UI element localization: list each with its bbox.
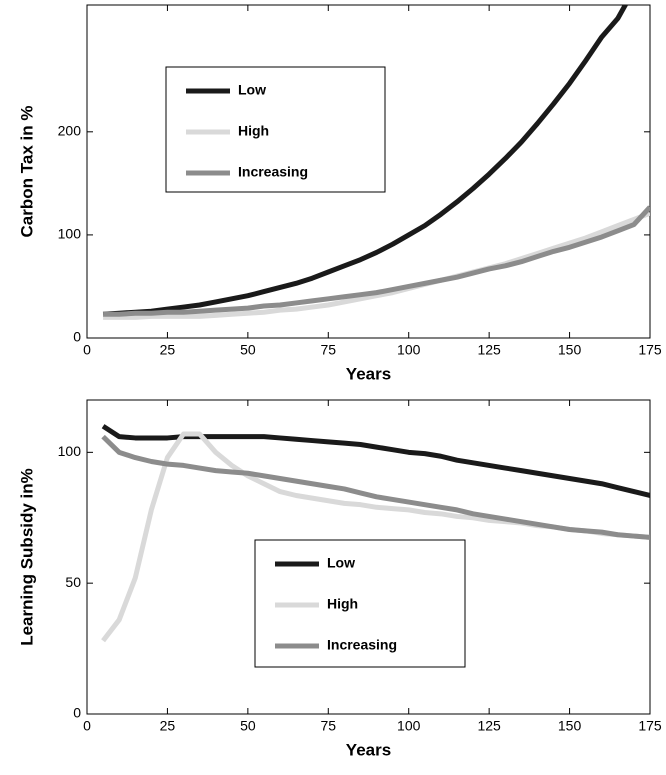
x-axis-label: Years (346, 364, 391, 383)
legend-label: High (327, 596, 358, 612)
y-tick-label: 100 (58, 443, 82, 459)
x-tick-label: 175 (638, 342, 662, 358)
y-axis-label: Learning Subsidy in% (17, 468, 36, 646)
x-tick-label: 175 (638, 718, 662, 734)
y-tick-label: 100 (58, 226, 82, 242)
plot-area (102, 5, 650, 320)
series-line (103, 210, 650, 320)
series-line (102, 5, 629, 317)
x-tick-label: 125 (477, 718, 501, 734)
legend-label: Low (238, 82, 266, 98)
x-tick-label: 150 (558, 718, 582, 734)
y-axis-label: Carbon Tax in % (17, 106, 36, 238)
x-tick-label: 75 (320, 342, 336, 358)
x-tick-label: 25 (160, 342, 176, 358)
x-tick-label: 50 (240, 718, 256, 734)
y-tick-label: 200 (58, 123, 82, 139)
legend-label: Low (327, 555, 355, 571)
plot-frame (86, 4, 651, 339)
plot-frame (86, 399, 651, 715)
x-tick-label: 125 (477, 342, 501, 358)
x-tick-label: 25 (160, 718, 176, 734)
legend-label: High (238, 123, 269, 139)
x-tick-label: 75 (320, 718, 336, 734)
x-tick-label: 100 (397, 342, 421, 358)
x-tick-label: 0 (83, 342, 91, 358)
plot-area (101, 424, 650, 643)
legend-label: Increasing (238, 164, 308, 180)
series-line (101, 424, 650, 498)
x-tick-label: 150 (558, 342, 582, 358)
series-line (101, 434, 650, 540)
x-axis-label: Years (346, 740, 391, 759)
x-tick-label: 0 (83, 718, 91, 734)
y-tick-label: 50 (65, 574, 81, 590)
x-tick-label: 50 (240, 342, 256, 358)
x-tick-label: 100 (397, 718, 421, 734)
y-tick-label: 0 (73, 705, 81, 721)
y-tick-label: 0 (73, 329, 81, 345)
series-line (103, 205, 650, 317)
legend-label: Increasing (327, 637, 397, 653)
